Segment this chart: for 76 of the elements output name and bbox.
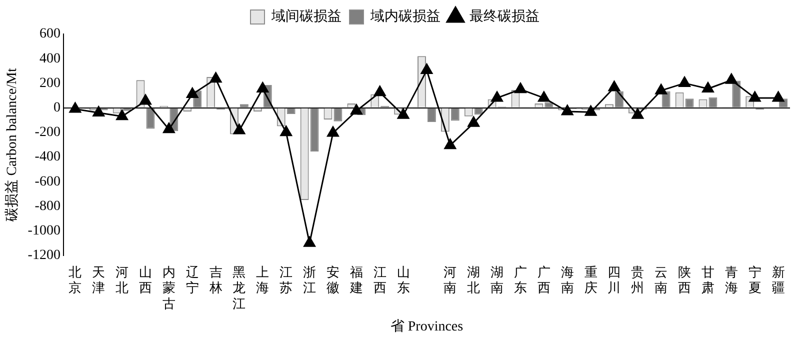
x-tick-label: 江苏 <box>280 264 293 296</box>
y-axis-title: 碳损益 Carbon balance/Mt <box>4 68 20 222</box>
x-tick-label: 河南 <box>444 264 457 296</box>
x-tick-label: 湖北 <box>467 264 480 296</box>
x-tick-label: 新疆 <box>772 264 785 296</box>
x-tick-label: 贵州 <box>631 264 644 296</box>
point <box>233 124 246 134</box>
point <box>584 105 597 116</box>
point <box>140 94 152 105</box>
point <box>491 91 503 102</box>
x-tick-label: 吉林 <box>208 264 222 296</box>
x-tick-label: 宁夏 <box>748 264 762 296</box>
point <box>632 108 644 119</box>
x-tick-label: 广东 <box>514 264 527 296</box>
x-tick-label: 甘肃 <box>701 264 714 296</box>
point <box>748 91 761 102</box>
x-tick-label: 福建 <box>348 264 363 296</box>
point <box>374 86 386 96</box>
point <box>678 76 690 87</box>
point <box>350 104 362 115</box>
point <box>304 236 316 247</box>
y-tick-label: -1000 <box>28 223 60 238</box>
point <box>256 82 269 92</box>
legend-label: 域间碳损益 <box>270 8 342 25</box>
point <box>162 122 175 134</box>
x-tick-label: 安徽 <box>326 264 340 296</box>
x-tick-label: 浙江 <box>303 264 316 296</box>
point <box>702 82 714 92</box>
point <box>397 108 410 119</box>
y-tick-label: -600 <box>34 174 60 190</box>
point <box>327 126 339 137</box>
point <box>468 116 480 127</box>
x-tick-label: 江西 <box>373 264 386 296</box>
x-tick-label: 山西 <box>138 264 152 296</box>
point <box>420 64 433 74</box>
x-tick-label: 海南 <box>560 264 574 296</box>
point <box>538 91 550 102</box>
point <box>655 84 668 94</box>
point <box>92 106 105 116</box>
y-tick-label: 200 <box>39 76 60 91</box>
point <box>69 102 82 113</box>
y-tick-label: -800 <box>34 198 60 214</box>
point <box>561 104 574 116</box>
x-tick-label: 山东 <box>396 264 410 296</box>
x-tick-label: 河北 <box>116 264 129 296</box>
x-tick-label: 北京 <box>68 264 82 296</box>
point <box>186 88 198 98</box>
point <box>280 126 292 136</box>
point <box>444 138 456 150</box>
x-tick-label: 广西 <box>537 264 550 296</box>
y-tick-label: 400 <box>39 51 60 66</box>
x-tick-label: 辽宁 <box>186 264 199 296</box>
x-tick-label: 陕西 <box>678 264 692 296</box>
point <box>210 72 222 83</box>
point <box>514 82 526 94</box>
x-tick-label: 内蒙古 <box>162 264 176 311</box>
y-tick-label: 0 <box>53 100 60 116</box>
x-tick-label: 上海 <box>256 264 270 296</box>
point <box>772 91 784 102</box>
y-tick-label: -1200 <box>28 248 60 264</box>
x-tick-label: 天津 <box>92 264 106 296</box>
x-tick-label: 重庆 <box>584 264 598 296</box>
x-tick-label: 青海 <box>724 264 738 296</box>
x-tick-label: 湖南 <box>490 264 504 296</box>
point <box>608 80 620 92</box>
point <box>116 110 128 120</box>
x-axis-title: 省 Provinces <box>390 318 464 334</box>
y-tick-label: -400 <box>34 150 60 165</box>
point <box>725 73 738 84</box>
x-tick-label: 云南 <box>654 264 668 296</box>
y-tick-label: 600 <box>39 26 60 42</box>
x-tick-label: 四川 <box>608 264 621 296</box>
y-tick-label: -200 <box>34 125 60 140</box>
legend-label: 域内碳损益 <box>370 8 440 25</box>
x-tick-label: 黑龙江 <box>232 264 246 311</box>
legend-label: 最终碳损益 <box>470 8 540 25</box>
